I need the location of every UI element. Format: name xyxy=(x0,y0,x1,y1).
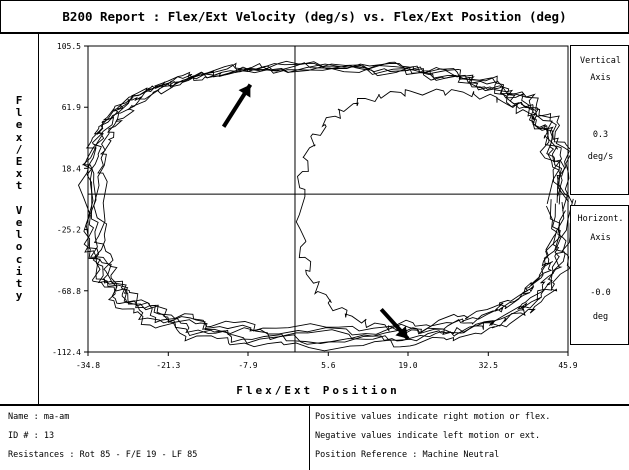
y-axis-title-char: l xyxy=(15,106,23,120)
horizontal-axis-label-2: Axis xyxy=(590,233,611,243)
x-tick-label: -34.8 xyxy=(76,361,100,370)
y-tick-label: 61.9 xyxy=(62,103,81,112)
resistances: Resistances : Rot 85 - F/E 19 - LF 85 xyxy=(8,450,198,460)
patient-name: Name : ma-am xyxy=(8,412,70,422)
trajectory-loop xyxy=(93,62,565,345)
y-axis-title-char: i xyxy=(15,264,23,278)
y-axis-title-char: l xyxy=(15,228,23,242)
y-axis-title-char: t xyxy=(15,179,23,193)
y-tick-label: -112.4 xyxy=(52,348,81,357)
y-axis-title-char: y xyxy=(15,289,23,303)
y-axis-title-char: c xyxy=(15,252,23,266)
y-axis-title-char: o xyxy=(15,240,23,254)
inner-trajectory-loop xyxy=(295,88,568,335)
vertical-axis-box: Vertical Axis 0.3 deg/s xyxy=(570,45,629,195)
x-tick-label: 32.5 xyxy=(479,361,498,370)
patient-id: ID # : 13 xyxy=(8,431,55,441)
horizontal-axis-value: -0.0 xyxy=(590,288,611,298)
horizontal-axis-label: Horizont. xyxy=(577,214,624,224)
y-tick-label: 105.5 xyxy=(57,42,81,51)
x-tick-label: 5.6 xyxy=(321,361,336,370)
info-divider xyxy=(309,406,310,470)
y-axis-title-char: t xyxy=(15,277,23,290)
y-tick-label: -25.2 xyxy=(57,226,81,235)
direction-arrow-head xyxy=(238,84,251,98)
direction-arrow-head xyxy=(395,325,408,339)
vertical-axis-label: Vertical xyxy=(580,56,621,66)
x-axis-title: Flex/Ext Position xyxy=(236,384,400,397)
trajectory-loop xyxy=(81,61,574,344)
axis-info-panel: Vertical Axis 0.3 deg/s Horizont. Axis -… xyxy=(570,45,629,345)
y-tick-label: -68.8 xyxy=(57,287,81,296)
trajectory-loop xyxy=(93,63,560,341)
horizontal-axis-unit: deg xyxy=(592,312,609,322)
flex-ext-chart: 105.5 61.9 18.4 -25.2 -68.8 -112.4 -34.8 -21.3 -… xyxy=(52,42,578,397)
y-axis-title-char: F xyxy=(15,94,23,107)
note-negative: Negative values indicate left motion or … xyxy=(315,431,541,441)
report-info-panel: Name : ma-am ID # : 13 Resistances : Rot… xyxy=(0,404,629,470)
vertical-axis-unit: deg/s xyxy=(587,152,614,162)
x-tick-label: -7.9 xyxy=(238,361,257,370)
vertical-axis-value: 0.3 xyxy=(592,130,609,140)
x-tick-label: 19.0 xyxy=(398,361,417,370)
y-axis-title-char: E xyxy=(15,155,23,168)
y-axis-title-char: x xyxy=(15,167,23,181)
y-axis-title-char: V xyxy=(15,203,23,217)
y-axis-title-char: e xyxy=(15,216,23,229)
trajectory-loop xyxy=(77,64,563,332)
vertical-axis-label-2: Axis xyxy=(590,73,611,83)
note-positive: Positive values indicate right motion or… xyxy=(315,412,551,422)
y-axis-title-char: x xyxy=(15,130,23,144)
horizontal-axis-box: Horizont. Axis -0.0 deg xyxy=(570,205,629,345)
note-reference: Position Reference : Machine Neutral xyxy=(315,450,500,460)
y-tick-label: 18.4 xyxy=(62,164,81,173)
x-tick-label: -21.3 xyxy=(156,361,180,370)
x-tick-label: 45.9 xyxy=(558,361,577,370)
y-axis-title-char: / xyxy=(15,142,23,156)
y-axis-title-char: e xyxy=(15,118,23,132)
report-title: B200 Report : Flex/Ext Velocity (deg/s) … xyxy=(62,9,567,24)
